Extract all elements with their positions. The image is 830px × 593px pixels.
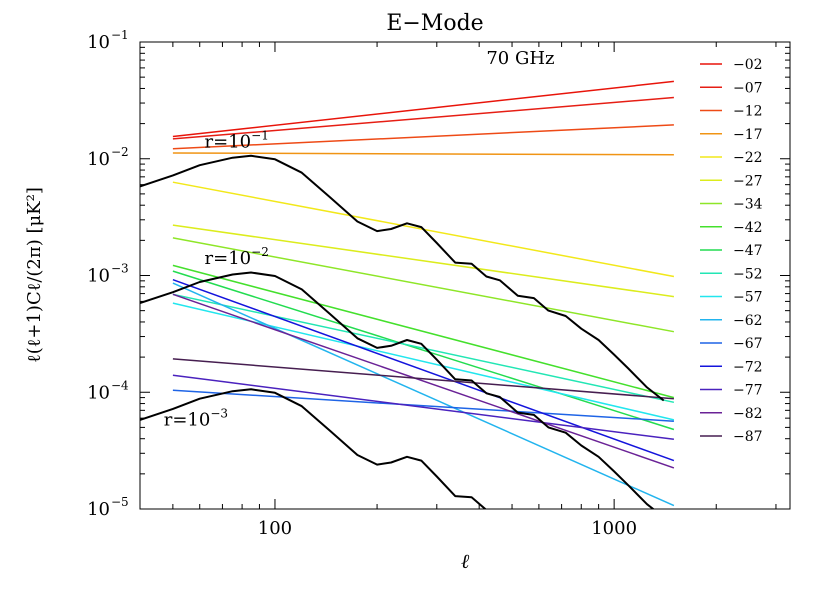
foreground-line xyxy=(172,96,674,140)
foreground-lines xyxy=(172,80,675,507)
chart-title: E−Mode xyxy=(386,11,483,36)
foreground-line xyxy=(172,293,675,404)
foreground-line xyxy=(172,264,675,399)
y-tick-label-exponent: −5 xyxy=(111,495,129,509)
legend-label: −17 xyxy=(733,127,763,143)
foreground-line xyxy=(172,124,674,150)
legend-label: −02 xyxy=(733,57,763,73)
x-tick-label: 100 xyxy=(258,518,292,539)
y-tick-label: 10 xyxy=(87,149,110,170)
foreground-line xyxy=(172,224,675,298)
legend-label: −72 xyxy=(733,359,763,375)
foreground-line xyxy=(172,278,675,462)
cmb-curve xyxy=(140,388,487,509)
legend-label: −12 xyxy=(733,104,763,120)
annotation: r=10−1 xyxy=(205,128,269,152)
cmb-spectra xyxy=(140,154,665,509)
y-tick-label: 10 xyxy=(87,32,110,53)
legend: −02 −07 −12 −17 −22 −27 −34 −42 −47 −52 −57 −62 −67 −… xyxy=(700,57,763,445)
legend-label: −57 xyxy=(733,290,763,306)
annotations: 70 GHz r=10−1 r=10−2 r=10−3 xyxy=(164,48,555,431)
foreground-line xyxy=(172,237,675,333)
foreground-line xyxy=(172,374,674,441)
legend-label: −07 xyxy=(733,80,763,96)
x-axis-label: ℓ xyxy=(461,549,470,573)
plot-frame xyxy=(139,41,791,510)
y-tick-label-exponent: −4 xyxy=(111,378,129,392)
foreground-line xyxy=(172,389,674,422)
axis-ticks xyxy=(139,42,790,510)
annotation: r=10−3 xyxy=(164,406,228,430)
x-tick-label: 1000 xyxy=(591,518,637,539)
y-tick-label: 10 xyxy=(87,499,110,520)
y-tick-label-exponent: −2 xyxy=(111,145,129,159)
legend-label: −77 xyxy=(733,383,763,399)
legend-label: −87 xyxy=(733,429,763,445)
annotation: 70 GHz xyxy=(486,48,554,69)
legend-label: −52 xyxy=(733,266,763,282)
foreground-line xyxy=(172,80,674,138)
cmb-curve xyxy=(140,271,655,509)
legend-label: −42 xyxy=(733,220,763,236)
cmb-curve xyxy=(140,154,665,402)
y-tick-label: 10 xyxy=(87,382,110,403)
y-tick-label-exponent: −3 xyxy=(111,262,129,276)
legend-label: −82 xyxy=(733,406,763,422)
foreground-line xyxy=(172,293,675,469)
legend-label: −47 xyxy=(733,243,763,259)
legend-label: −34 xyxy=(733,197,763,213)
annotation: r=10−2 xyxy=(205,245,269,269)
foreground-line xyxy=(172,152,674,156)
legend-label: −62 xyxy=(733,313,763,329)
y-tick-label-exponent: −1 xyxy=(111,28,129,42)
legend-label: −22 xyxy=(733,150,763,166)
y-axis-label: ℓ(ℓ+1)Cℓ/(2π) [μK²] xyxy=(24,187,45,363)
foreground-line xyxy=(172,282,675,507)
foreground-line xyxy=(172,270,675,431)
legend-label: −27 xyxy=(733,173,763,189)
foreground-line xyxy=(172,358,674,400)
legend-label: −67 xyxy=(733,336,763,352)
y-tick-label: 10 xyxy=(87,266,110,287)
